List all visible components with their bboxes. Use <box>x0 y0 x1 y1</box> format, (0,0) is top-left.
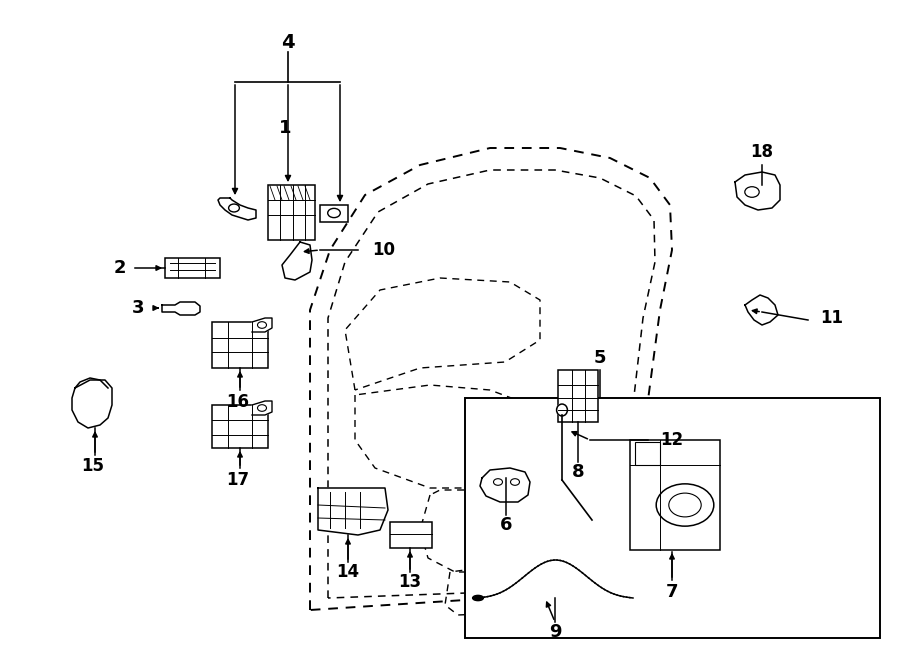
Polygon shape <box>735 172 780 210</box>
Ellipse shape <box>556 404 567 416</box>
Text: 6: 6 <box>500 516 512 534</box>
Text: 13: 13 <box>399 573 421 591</box>
Bar <box>558 370 598 422</box>
Text: 3: 3 <box>131 299 144 317</box>
Polygon shape <box>318 488 388 535</box>
Bar <box>465 398 880 638</box>
Bar <box>212 322 268 368</box>
Text: 1: 1 <box>279 119 292 137</box>
Polygon shape <box>252 318 272 332</box>
Text: 15: 15 <box>82 457 104 475</box>
Text: 5: 5 <box>594 349 607 367</box>
Polygon shape <box>162 302 200 315</box>
Bar <box>212 405 268 448</box>
Polygon shape <box>252 401 272 415</box>
Polygon shape <box>745 295 778 325</box>
Polygon shape <box>480 468 530 502</box>
Circle shape <box>656 484 714 526</box>
Bar <box>390 522 432 548</box>
Polygon shape <box>282 242 312 280</box>
Text: 4: 4 <box>281 32 295 52</box>
Polygon shape <box>72 380 112 428</box>
Text: 2: 2 <box>113 259 126 277</box>
Text: 16: 16 <box>227 393 249 411</box>
Text: 11: 11 <box>820 309 843 327</box>
Text: 10: 10 <box>372 241 395 259</box>
Text: 7: 7 <box>666 583 679 601</box>
Bar <box>268 185 315 240</box>
Text: 18: 18 <box>751 143 773 161</box>
Polygon shape <box>218 198 256 220</box>
Text: 12: 12 <box>660 431 683 449</box>
Ellipse shape <box>472 596 483 601</box>
Bar <box>165 258 220 278</box>
Bar <box>635 442 660 465</box>
Text: 8: 8 <box>572 463 584 481</box>
Text: 9: 9 <box>549 623 562 641</box>
Bar <box>630 440 720 550</box>
Bar <box>320 205 348 222</box>
Text: 14: 14 <box>337 563 360 581</box>
Text: 17: 17 <box>227 471 249 489</box>
